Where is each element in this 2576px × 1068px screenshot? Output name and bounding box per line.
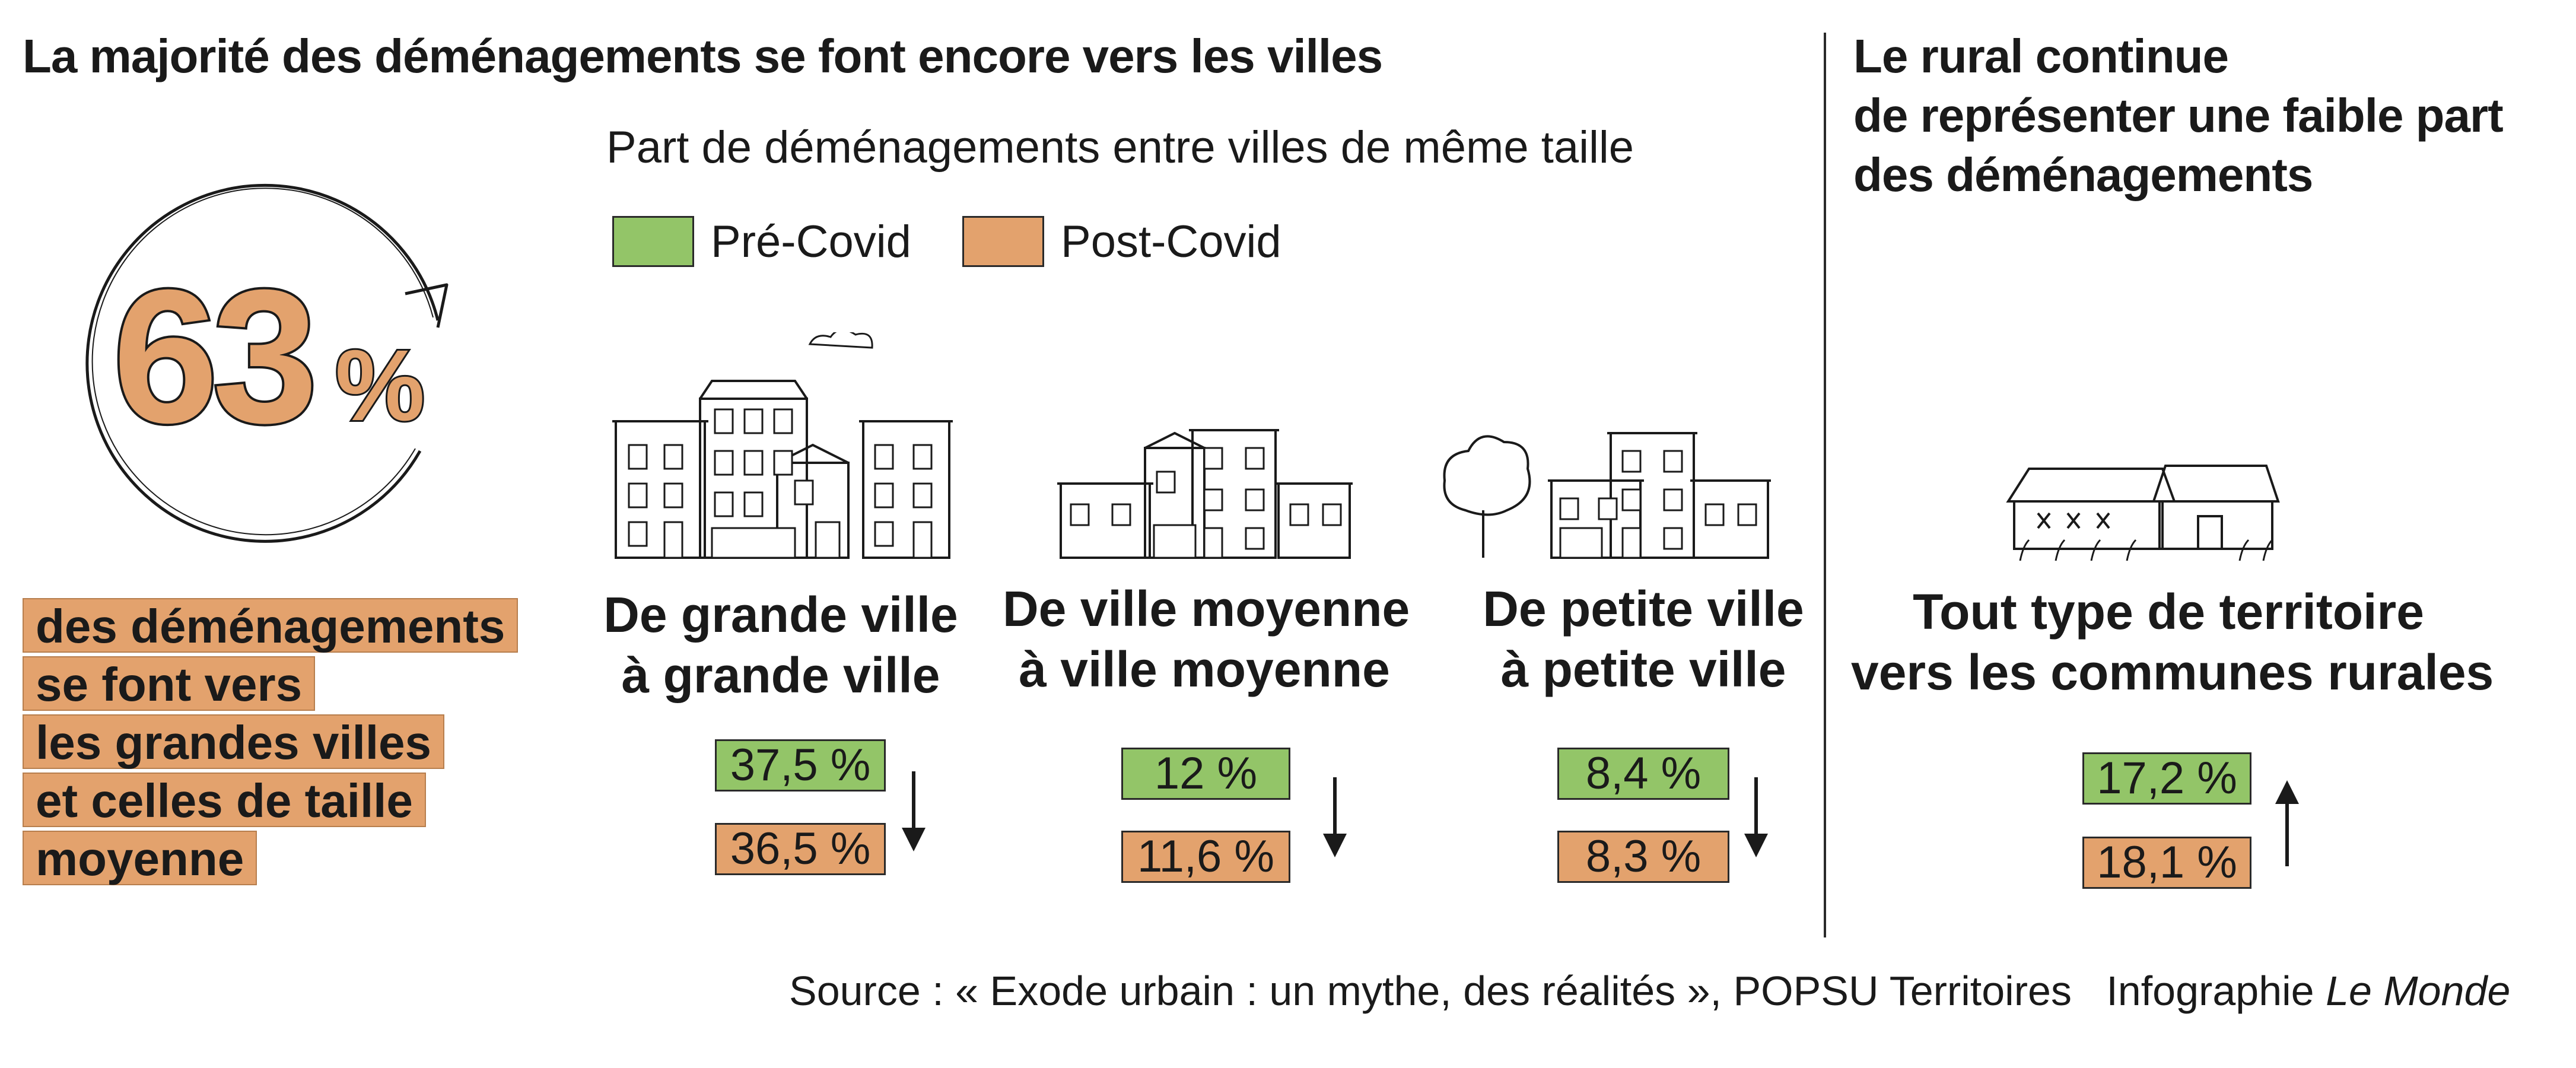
- category-label-line: à ville moyenne: [1019, 641, 1390, 697]
- category-label-line: De ville moyenne: [1003, 581, 1410, 637]
- credit-label: Infographie: [2106, 968, 2314, 1014]
- legend-pre-covid: Pré-Covid: [612, 215, 911, 268]
- legend-label-post: Post-Covid: [1061, 216, 1281, 267]
- category-label-line: De petite ville: [1483, 581, 1804, 637]
- arrow-down-icon: [1744, 777, 1768, 857]
- legend-post-covid: Post-Covid: [962, 215, 1281, 268]
- highlight-unit: %: [333, 329, 427, 442]
- circular-arrow-icon: [85, 183, 449, 543]
- section-divider: [1824, 33, 1826, 937]
- rural-title-line-3: des déménagements: [1853, 148, 2313, 201]
- highlight-line-1: des déménagements: [23, 598, 519, 653]
- source-note: Source : « Exode urbain : un mythe, des …: [789, 967, 2510, 1015]
- value-pre-medium-town: 12 %: [1121, 748, 1290, 800]
- highlight-line-5: moyenne: [23, 831, 257, 885]
- highlight-line-2: se font vers: [23, 656, 316, 711]
- category-small-town: De petite ville à petite ville: [1459, 578, 1827, 700]
- legend-swatch-post: [962, 216, 1044, 267]
- category-label-line: à grande ville: [621, 647, 940, 703]
- legend-label-pre: Pré-Covid: [711, 216, 911, 267]
- category-label-line: Tout type de territoire: [1913, 584, 2424, 640]
- highlight-line-4: et celles de taille: [23, 773, 426, 827]
- credit-brand: Le Monde: [2326, 968, 2511, 1014]
- large-city-buildings-icon: [612, 332, 953, 559]
- category-label-line: vers les communes rurales: [1851, 644, 2494, 700]
- category-rural: Tout type de territoire vers les commune…: [1851, 581, 2494, 703]
- highlight-value: 63: [110, 250, 320, 462]
- rural-title: Le rural continue de représenter une fai…: [1853, 27, 2504, 205]
- value-post-small-town: 8,3 %: [1557, 831, 1729, 883]
- chart-subtitle: Part de déménagements entre villes de mê…: [606, 122, 1634, 173]
- legend-swatch-pre: [612, 216, 694, 267]
- value-post-large-city: 36,5 %: [715, 823, 886, 875]
- highlight-line-3: les grandes villes: [23, 714, 445, 769]
- small-town-buildings-icon: [1443, 432, 1771, 559]
- arrow-down-icon: [902, 771, 926, 851]
- value-post-medium-town: 11,6 %: [1121, 831, 1290, 883]
- value-post-rural: 18,1 %: [2082, 837, 2251, 889]
- category-large-city: De grande ville à grande ville: [601, 584, 961, 705]
- main-title: La majorité des déménagements se font en…: [23, 30, 1383, 82]
- arrow-down-icon: [1323, 777, 1347, 857]
- arrow-up-icon: [2275, 780, 2299, 866]
- value-pre-small-town: 8,4 %: [1557, 748, 1729, 800]
- source-text: Source : « Exode urbain : un mythe, des …: [789, 968, 2072, 1014]
- category-label-line: De grande ville: [603, 587, 958, 643]
- rural-houses-icon: [2006, 465, 2280, 561]
- value-pre-rural: 17,2 %: [2082, 752, 2251, 805]
- category-medium-town: De ville moyenne à ville moyenne: [1003, 578, 1410, 700]
- category-label-line: à petite ville: [1500, 641, 1786, 697]
- value-pre-large-city: 37,5 %: [715, 739, 886, 792]
- medium-town-buildings-icon: [1057, 429, 1353, 559]
- rural-title-line-2: de représenter une faible part: [1853, 89, 2504, 142]
- rural-title-line-1: Le rural continue: [1853, 30, 2229, 82]
